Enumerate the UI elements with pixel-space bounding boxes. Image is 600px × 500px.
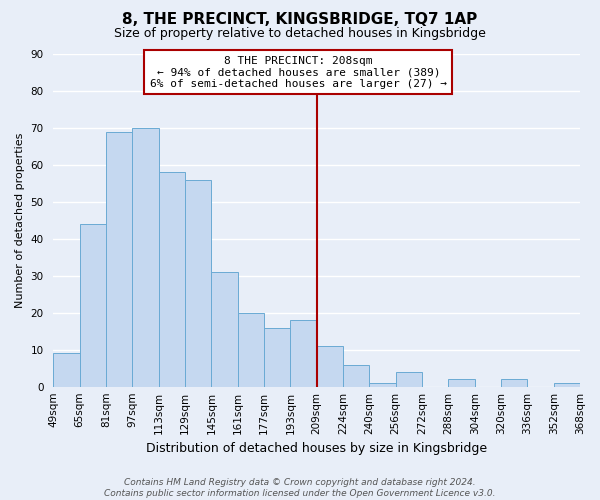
Bar (554, 383, 580, 386)
Bar (317, 346, 343, 387)
X-axis label: Distribution of detached houses by size in Kingsbridge: Distribution of detached houses by size … (146, 442, 487, 455)
Text: 8, THE PRECINCT, KINGSBRIDGE, TQ7 1AP: 8, THE PRECINCT, KINGSBRIDGE, TQ7 1AP (122, 12, 478, 28)
Bar (211, 272, 238, 386)
Bar (501, 380, 527, 386)
Bar (370, 383, 395, 386)
Bar (264, 328, 290, 386)
Text: Size of property relative to detached houses in Kingsbridge: Size of property relative to detached ho… (114, 28, 486, 40)
Bar (238, 313, 264, 386)
Bar (185, 180, 211, 386)
Bar (448, 380, 475, 386)
Bar (290, 320, 317, 386)
Text: Contains HM Land Registry data © Crown copyright and database right 2024.
Contai: Contains HM Land Registry data © Crown c… (104, 478, 496, 498)
Bar (159, 172, 185, 386)
Y-axis label: Number of detached properties: Number of detached properties (15, 132, 25, 308)
Bar (53, 354, 80, 386)
Bar (395, 372, 422, 386)
Bar (106, 132, 133, 386)
Text: 8 THE PRECINCT: 208sqm
← 94% of detached houses are smaller (389)
6% of semi-det: 8 THE PRECINCT: 208sqm ← 94% of detached… (150, 56, 447, 89)
Bar (80, 224, 106, 386)
Bar (343, 364, 370, 386)
Bar (133, 128, 159, 386)
